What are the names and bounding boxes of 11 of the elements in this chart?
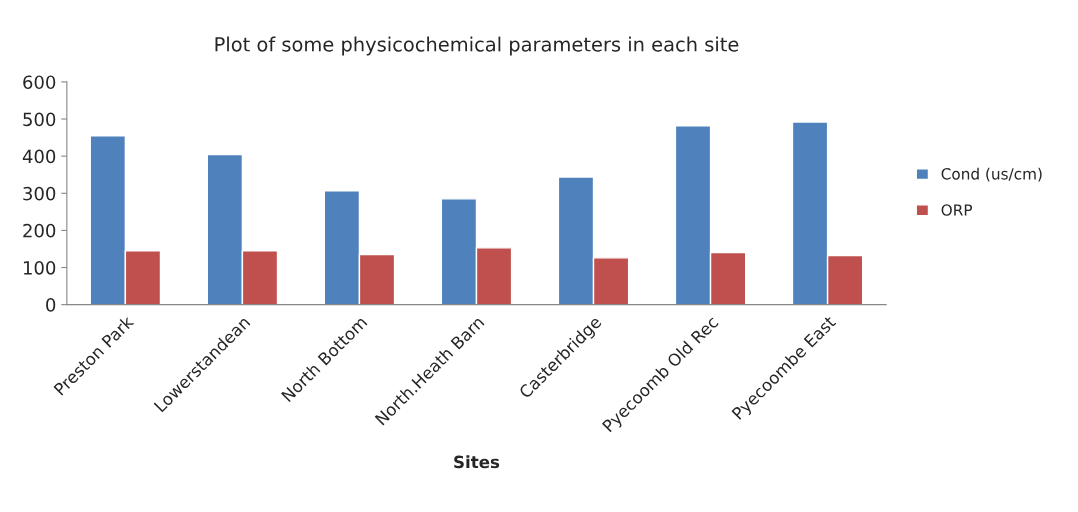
legend-label: Cond (us/cm) — [941, 167, 1042, 182]
x-axis-title: Sites — [454, 455, 500, 469]
y-tick-label: 200 — [23, 223, 56, 238]
chart-title: Plot of some physicochemical parameters in each site — [215, 36, 739, 56]
y-tick-label: 300 — [23, 186, 56, 201]
legend-label: ORP — [941, 204, 973, 216]
y-tick-label: 0 — [46, 298, 56, 312]
y-tick-label: 600 — [23, 75, 56, 90]
y-tick-label: 100 — [23, 260, 56, 275]
y-tick-label: 500 — [23, 112, 56, 127]
y-tick-label: 400 — [22, 149, 56, 164]
